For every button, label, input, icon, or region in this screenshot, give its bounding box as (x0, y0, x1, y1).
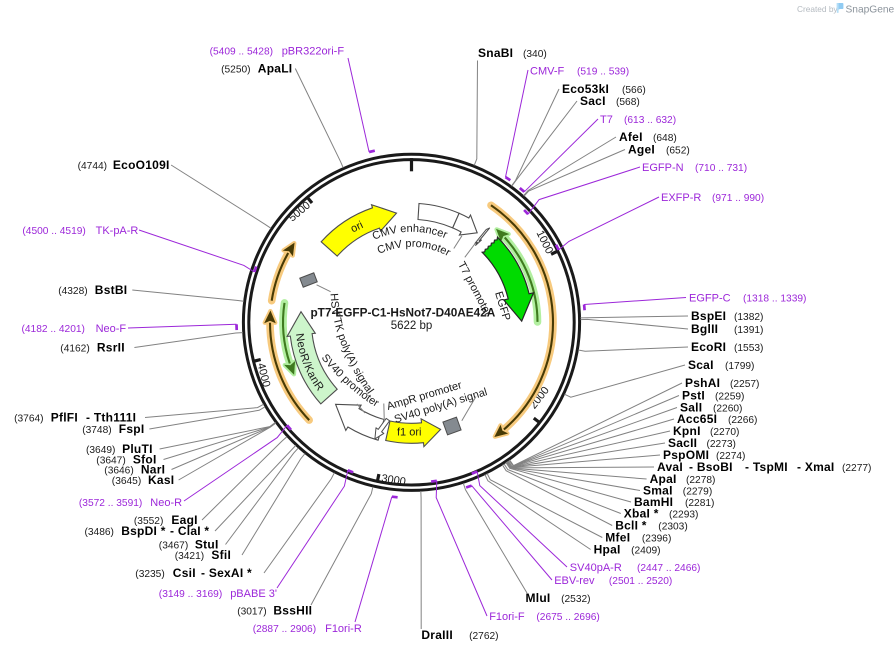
svg-text:RsrII: RsrII (97, 341, 125, 355)
svg-text:ScaI: ScaI (688, 358, 714, 372)
svg-text:PflFI: PflFI (51, 411, 78, 425)
svg-text:EcoRI: EcoRI (691, 340, 726, 354)
svg-text:(3748): (3748) (82, 425, 111, 436)
svg-text:(2532): (2532) (561, 594, 590, 605)
svg-text:SfiI: SfiI (211, 548, 231, 562)
svg-text:(4182 .. 4201): (4182 .. 4201) (22, 324, 85, 335)
svg-text:F1ori-R: F1ori-R (325, 623, 362, 635)
svg-text:(4328): (4328) (58, 286, 87, 297)
svg-text:(2409): (2409) (631, 546, 660, 557)
svg-text:(2293): (2293) (669, 510, 698, 521)
svg-text:- XmaI: - XmaI (797, 460, 835, 474)
svg-text:(5409 .. 5428): (5409 .. 5428) (210, 47, 273, 58)
svg-text:Neo-F: Neo-F (96, 323, 127, 335)
svg-text:(3645): (3645) (112, 476, 141, 487)
svg-text:CMV-F: CMV-F (530, 66, 565, 78)
svg-text:- BsoBI: - BsoBI (689, 460, 733, 474)
svg-text:SacI: SacI (580, 94, 606, 108)
svg-text:f1 ori: f1 ori (397, 427, 421, 439)
svg-text:pBABE 3': pBABE 3' (230, 588, 277, 600)
svg-text:(2270): (2270) (710, 427, 739, 438)
svg-text:(2277): (2277) (842, 463, 871, 474)
svg-text:MluI: MluI (526, 591, 551, 605)
svg-text:AgeI: AgeI (628, 143, 655, 157)
svg-text:(2675 .. 2696): (2675 .. 2696) (536, 612, 599, 623)
svg-text:5622 bp: 5622 bp (391, 320, 433, 332)
svg-text:(2257): (2257) (730, 379, 759, 390)
svg-text:(971 .. 990): (971 .. 990) (712, 193, 764, 204)
svg-text:(2278): (2278) (686, 475, 715, 486)
svg-text:pT7-EGFP-C1-HsNot7-D40AE42A: pT7-EGFP-C1-HsNot7-D40AE42A (310, 306, 495, 320)
svg-text:EXFP-R: EXFP-R (661, 192, 701, 204)
svg-text:(4162): (4162) (60, 344, 89, 355)
svg-text:(519 .. 539): (519 .. 539) (577, 67, 629, 78)
svg-text:(2273): (2273) (707, 439, 736, 450)
svg-text:(2266): (2266) (728, 415, 757, 426)
svg-text:DraIII: DraIII (421, 628, 453, 642)
svg-text:- SexAI *: - SexAI * (201, 566, 252, 580)
svg-text:SV40pA-R: SV40pA-R (570, 562, 622, 574)
svg-text:(3646): (3646) (104, 466, 133, 477)
svg-text:(3235): (3235) (135, 569, 164, 580)
svg-text:- TspMI: - TspMI (745, 460, 788, 474)
svg-text:(652): (652) (666, 146, 690, 157)
svg-text:(2303): (2303) (658, 522, 687, 533)
svg-text:(613 .. 632): (613 .. 632) (624, 115, 676, 126)
svg-text:(2447 .. 2466): (2447 .. 2466) (637, 563, 700, 574)
svg-text:(2279): (2279) (683, 487, 712, 498)
svg-text:(3764): (3764) (14, 414, 43, 425)
svg-text:EcoO109I: EcoO109I (113, 158, 170, 172)
svg-text:BspEI: BspEI (691, 309, 726, 323)
svg-text:SnapGene: SnapGene (846, 4, 894, 15)
svg-text:(2762): (2762) (469, 631, 498, 642)
svg-text:(4500 .. 4519): (4500 .. 4519) (22, 226, 85, 237)
svg-text:(1318 .. 1339): (1318 .. 1339) (743, 294, 806, 305)
svg-text:(3017): (3017) (237, 607, 266, 618)
svg-text:(4744): (4744) (78, 161, 107, 172)
svg-text:(1799): (1799) (725, 361, 754, 372)
svg-text:EGFP-C: EGFP-C (689, 293, 731, 305)
svg-text:BglII: BglII (691, 322, 718, 336)
svg-text:SnaBI: SnaBI (478, 46, 513, 60)
svg-text:(3649): (3649) (86, 445, 115, 456)
svg-text:(1553): (1553) (734, 343, 763, 354)
svg-text:F1ori-F: F1ori-F (489, 611, 525, 623)
svg-text:(3572 .. 3591): (3572 .. 3591) (79, 498, 142, 509)
svg-text:(710 .. 731): (710 .. 731) (695, 163, 747, 174)
svg-text:(2887 .. 2906): (2887 .. 2906) (253, 624, 316, 635)
svg-text:(3421): (3421) (175, 551, 204, 562)
svg-text:(2260): (2260) (713, 404, 742, 415)
svg-text:pBR322ori-F: pBR322ori-F (282, 46, 345, 58)
svg-text:(648): (648) (653, 133, 677, 144)
svg-text:HpaI: HpaI (594, 543, 621, 557)
svg-text:(5250): (5250) (221, 65, 250, 76)
svg-text:(2281): (2281) (685, 498, 714, 509)
svg-text:Neo-R: Neo-R (150, 497, 182, 509)
svg-text:CsiI: CsiI (173, 566, 196, 580)
svg-text:(568): (568) (616, 97, 640, 108)
svg-text:(3149 .. 3169): (3149 .. 3169) (159, 589, 222, 600)
svg-text:EGFP-N: EGFP-N (642, 162, 684, 174)
svg-text:TK-pA-R: TK-pA-R (96, 225, 139, 237)
svg-text:(1391): (1391) (734, 325, 763, 336)
svg-text:T7: T7 (600, 114, 613, 126)
svg-text:KasI: KasI (148, 473, 174, 487)
svg-text:(340): (340) (523, 49, 547, 60)
svg-text:- Tth111I: - Tth111I (86, 411, 136, 425)
svg-text:(2501 .. 2520): (2501 .. 2520) (609, 576, 672, 587)
svg-text:- ClaI *: - ClaI * (170, 524, 209, 538)
svg-text:(3486): (3486) (85, 527, 114, 538)
svg-text:(566): (566) (622, 85, 646, 96)
svg-text:BspDI *: BspDI * (121, 524, 166, 538)
svg-text:BssHII: BssHII (273, 604, 312, 618)
svg-text:(1382): (1382) (734, 312, 763, 323)
svg-text:(2259): (2259) (715, 392, 744, 403)
svg-text:Created by: Created by (797, 4, 838, 14)
svg-text:ApaLI: ApaLI (258, 62, 293, 76)
svg-text:(2396): (2396) (642, 534, 671, 545)
svg-text:BstBI: BstBI (95, 283, 128, 297)
svg-text:EBV-rev: EBV-rev (554, 575, 595, 587)
svg-text:(3467): (3467) (159, 541, 188, 552)
